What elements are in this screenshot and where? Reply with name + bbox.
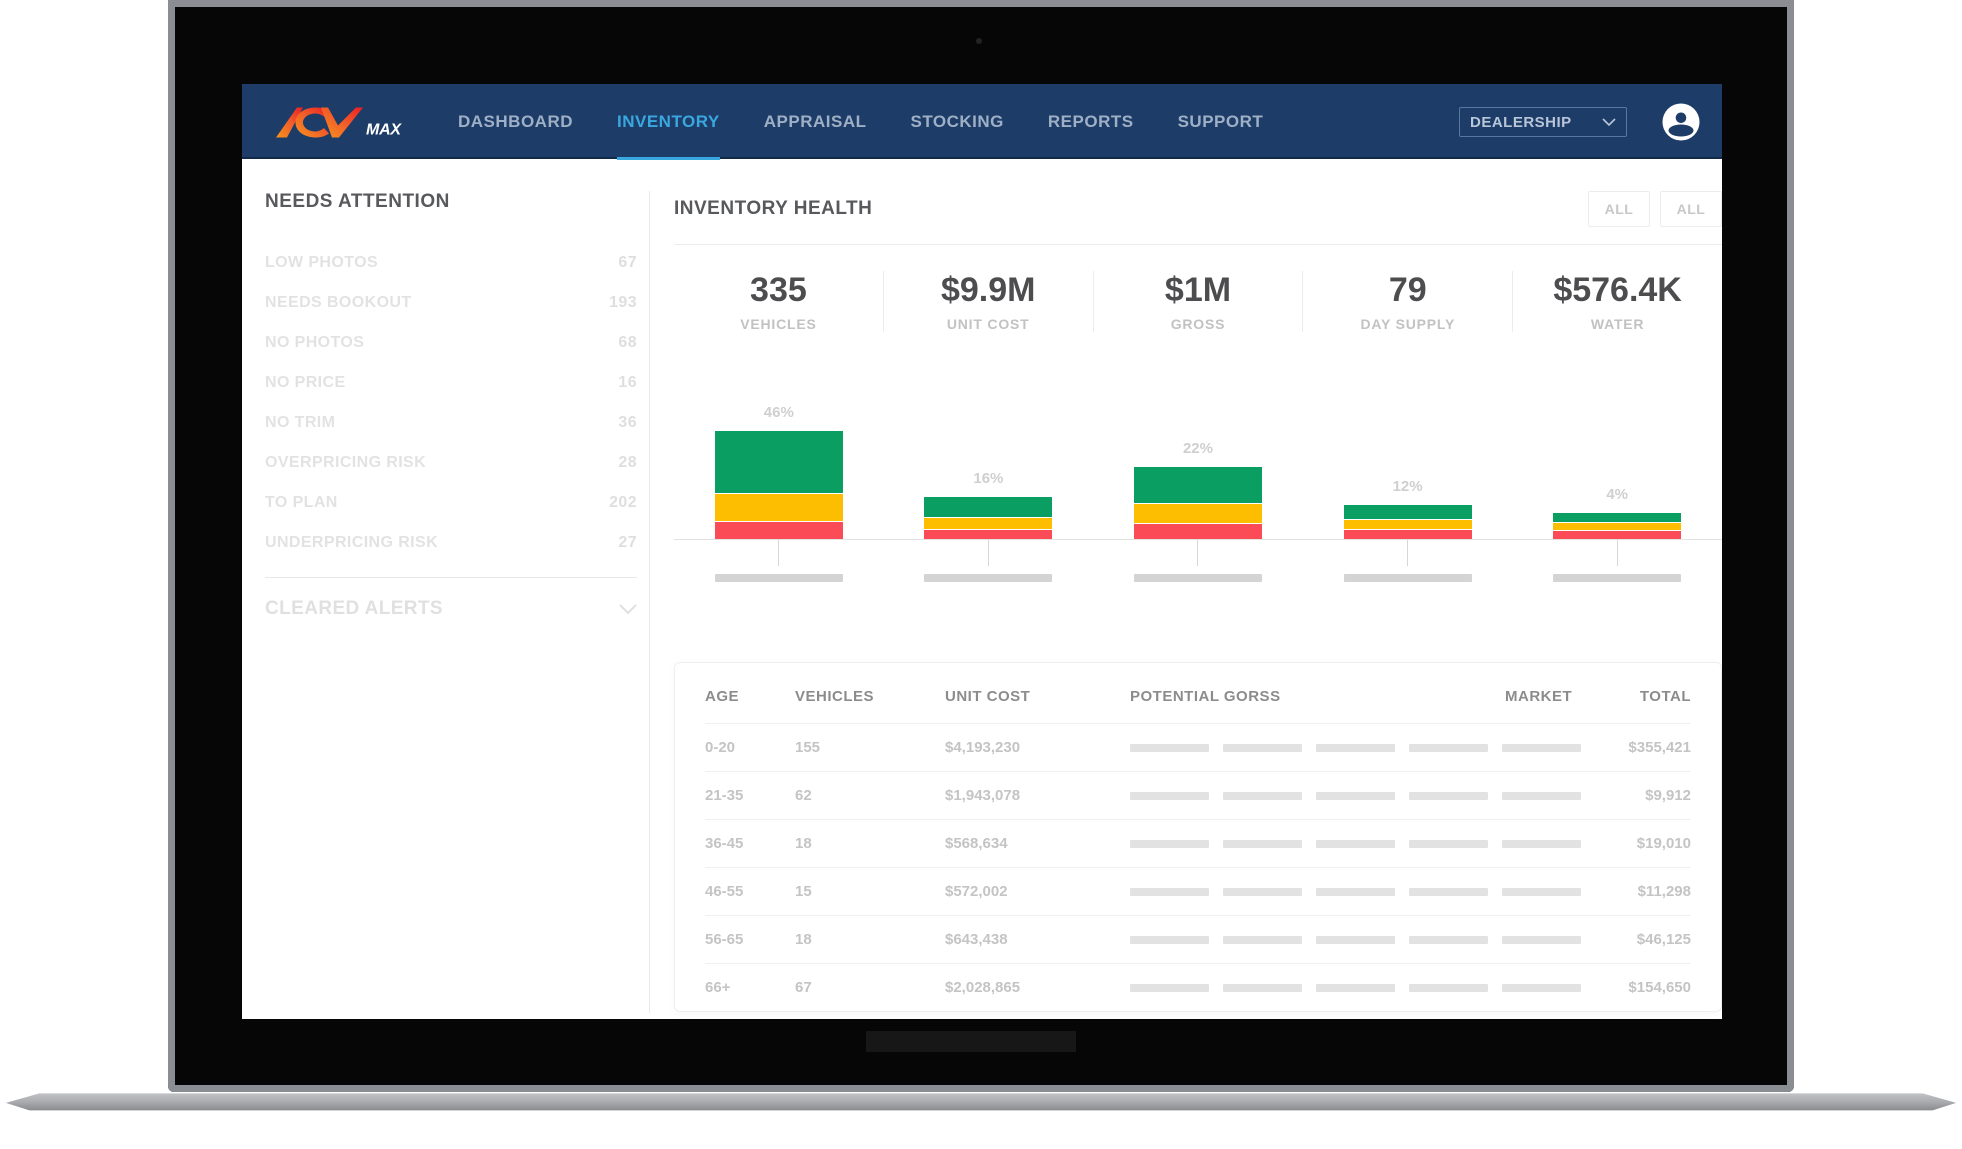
svg-text:MAX: MAX [366, 122, 402, 139]
